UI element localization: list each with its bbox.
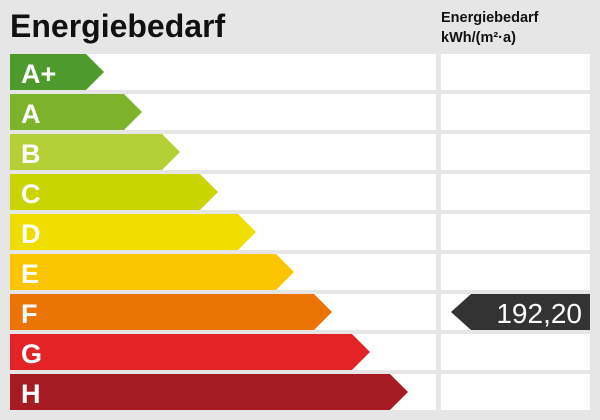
bar-F xyxy=(10,294,332,330)
value-cell-A+ xyxy=(441,54,590,90)
value-cell-A xyxy=(441,94,590,130)
value-cell-B xyxy=(441,134,590,170)
bar-A+ xyxy=(10,54,104,90)
bar-label-G: G xyxy=(21,339,42,369)
bar-D xyxy=(10,214,256,250)
value-cell-G xyxy=(441,334,590,370)
value-cell-H xyxy=(441,374,590,410)
bar-label-A+: A+ xyxy=(21,59,56,89)
bar-E xyxy=(10,254,294,290)
bar-A xyxy=(10,94,142,130)
bar-label-C: C xyxy=(21,179,41,209)
bar-label-E: E xyxy=(21,259,39,289)
value-header-line1: Energiebedarf xyxy=(441,10,539,26)
bar-label-A: A xyxy=(21,99,41,129)
bar-label-F: F xyxy=(21,299,38,329)
bar-label-B: B xyxy=(21,139,41,169)
bar-B xyxy=(10,134,180,170)
chart-title: Energiebedarf xyxy=(10,8,226,44)
value-cell-D xyxy=(441,214,590,250)
value-header-unit: kWh/(m²·a) xyxy=(441,30,516,46)
value-cell-C xyxy=(441,174,590,210)
bar-label-H: H xyxy=(21,379,41,409)
bar-G xyxy=(10,334,370,370)
bar-C xyxy=(10,174,218,210)
value-cell-E xyxy=(441,254,590,290)
bar-H xyxy=(10,374,408,410)
value-marker-label: 192,20 xyxy=(496,298,582,329)
value-header: Energiebedarf kWh/(m²·a) xyxy=(441,8,539,48)
bar-label-D: D xyxy=(21,219,41,249)
value-marker xyxy=(451,294,590,330)
